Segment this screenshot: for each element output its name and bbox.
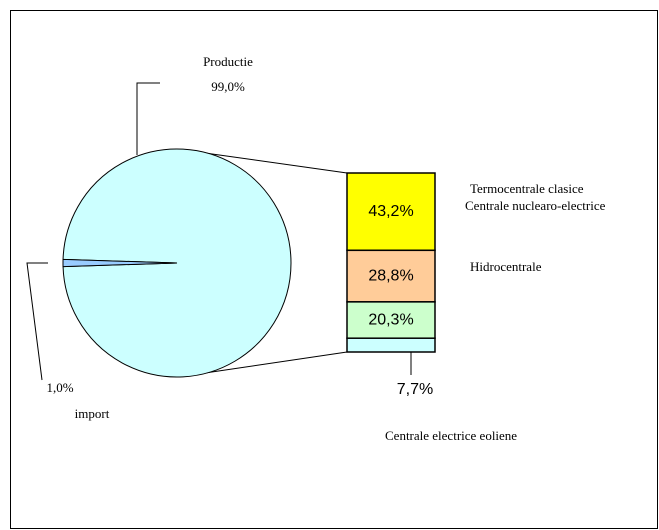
bar-segment <box>346 301 436 339</box>
pie-slice <box>62 148 292 378</box>
segment-value-label: 20,3% <box>368 311 413 328</box>
segment-label: Centrale electrice eoliene <box>385 428 517 443</box>
leader-line <box>26 262 48 381</box>
slice-value-label: 99,0% <box>211 79 245 94</box>
pie-slice <box>62 258 178 268</box>
segment-value-label: 7,7% <box>397 381 433 398</box>
leader-line <box>136 82 160 155</box>
bar-segment <box>346 172 436 252</box>
segment-label: Hidrocentrale <box>470 259 542 274</box>
connector-line <box>204 152 348 174</box>
segment-value-label: 43,2% <box>368 203 413 220</box>
slice-label: import <box>75 406 110 421</box>
bar-segment <box>346 249 436 303</box>
connector-line <box>204 351 348 374</box>
bar-segment <box>346 337 436 353</box>
segment-label: Termocentrale clasice <box>470 181 584 196</box>
slice-label: Productie <box>203 54 253 69</box>
segment-label: Centrale nuclearo-electrice <box>465 198 606 213</box>
slice-value-label: 1,0% <box>46 380 73 395</box>
segment-value-label: 28,8% <box>368 267 413 284</box>
